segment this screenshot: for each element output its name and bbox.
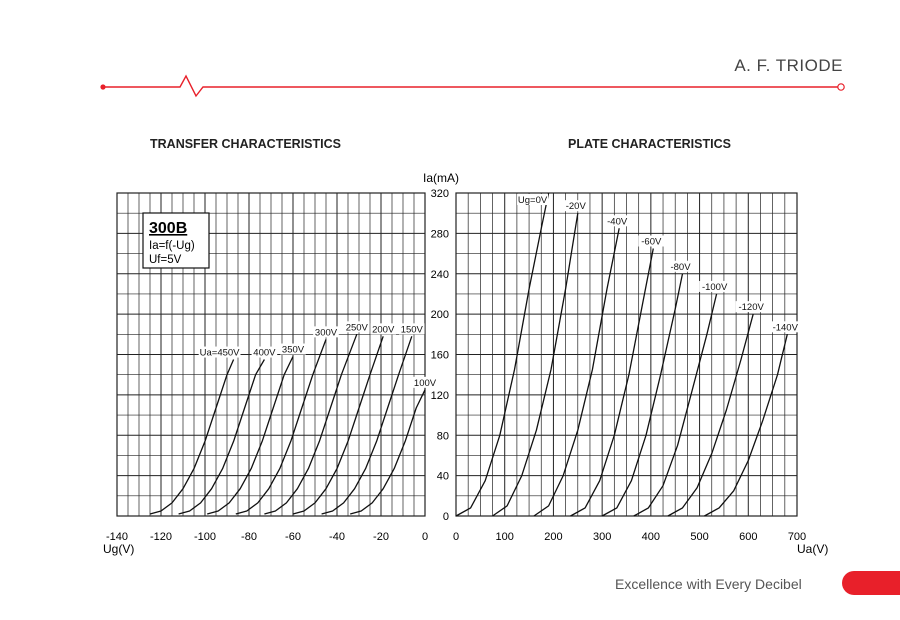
transfer-x-tick: -40 (329, 531, 345, 543)
axis-ticks: -140 -120 -100 -80 -60 -40 -20 0 0 100 200 300 400 50… (106, 188, 806, 543)
plate-curve-label-bg (699, 280, 731, 292)
plate-grid (455, 192, 798, 517)
plate-x-tick: 600 (739, 531, 757, 543)
plate-series-line (667, 313, 754, 517)
plate-x-tick: 100 (496, 531, 514, 543)
plate-series-line (633, 293, 718, 517)
transfer-curve-label-bg (251, 346, 278, 358)
legend-tube: 300B (149, 220, 187, 237)
transfer-grid (116, 192, 426, 517)
y-tick: 120 (431, 390, 449, 402)
plate-curve-label: -140V (773, 322, 799, 333)
transfer-curve-label-bg (412, 376, 438, 388)
plate-x-tick: 500 (690, 531, 708, 543)
transfer-x-tick: -20 (373, 531, 389, 543)
curve-labels: Ua=450V 400V 350V 300V 250V 200V 150V 100V Ug=0V… (198, 194, 801, 389)
transfer-x-tick: 0 (422, 531, 428, 543)
y-tick: 40 (437, 471, 449, 483)
plate-x-tick: 400 (642, 531, 660, 543)
transfer-series-line (178, 359, 265, 515)
transfer-curve-label: 200V (372, 324, 395, 335)
plate-series-line (533, 228, 620, 517)
transfer-curve-label-bg (344, 321, 370, 333)
transfer-series-line (149, 359, 235, 515)
plate-curve-label: -40V (607, 216, 628, 227)
transfer-x-tick: -60 (285, 531, 301, 543)
plate-x-tick: 700 (788, 531, 806, 543)
plate-curve-label-bg (562, 200, 589, 212)
plate-curve-label: -120V (738, 302, 764, 313)
transfer-curve-label-bg (280, 343, 306, 355)
left-x-axis-label: Ug(V) (103, 542, 134, 556)
transfer-x-tick: -100 (194, 531, 216, 543)
transfer-series-line (321, 336, 413, 515)
transfer-curve-label-bg (313, 326, 339, 338)
legend-line1: Ia=f(-Ug) (149, 240, 195, 252)
transfer-x-tick: -140 (106, 531, 128, 543)
plate-x-tick: 300 (593, 531, 611, 543)
transfer-curve-label-bg (399, 323, 425, 335)
transfer-curve-label: Ua=450V (200, 348, 241, 359)
plate-curve-label-bg (735, 301, 767, 313)
transfer-series-line (207, 356, 294, 515)
transfer-x-tick: -80 (241, 531, 257, 543)
plate-curve-label-bg (604, 215, 630, 227)
plate-curve-label: -20V (566, 201, 587, 212)
y-tick: 320 (431, 188, 449, 200)
transfer-x-tick: -120 (150, 531, 172, 543)
y-tick: 80 (437, 430, 449, 442)
plate-curve-label-bg (769, 321, 801, 333)
legend-box (142, 212, 210, 269)
y-tick: 280 (431, 228, 449, 240)
plate-chart-title: PLATE CHARACTERISTICS (568, 137, 731, 151)
plate-curve-label-bg (667, 260, 694, 272)
transfer-curve-label-bg (370, 323, 396, 335)
legend-line2: Uf=5V (149, 254, 182, 266)
transfer-series-line (292, 336, 384, 515)
y-tick: 200 (431, 309, 449, 321)
transfer-curve-label: 150V (401, 324, 424, 335)
y-tick: 0 (443, 511, 449, 523)
y-tick: 160 (431, 350, 449, 362)
divider-pulse-line (103, 74, 838, 98)
plate-series-line (704, 334, 788, 517)
plate-x-tick: 200 (544, 531, 562, 543)
transfer-curve-label: 250V (346, 322, 369, 333)
plate-curve-label: -100V (702, 282, 728, 293)
footer-tagline: Excellence with Every Decibel (615, 576, 802, 592)
transfer-curve-label: 350V (282, 345, 305, 356)
plate-x-tick: 0 (453, 531, 459, 543)
plate-curves (455, 192, 788, 517)
header-divider (100, 74, 845, 98)
transfer-chart-title: TRANSFER CHARACTERISTICS (150, 137, 341, 151)
plate-series-line (455, 192, 550, 517)
transfer-curve-label: 400V (253, 348, 276, 359)
transfer-series-line (264, 334, 358, 515)
brand-title: A. F. TRIODE (734, 56, 843, 75)
plate-curve-label-bg (517, 194, 549, 205)
plate-series-line (570, 248, 654, 517)
transfer-series-line (235, 339, 327, 515)
plate-curve-label: Ug=0V (518, 195, 548, 206)
transfer-curve-label: 100V (414, 378, 437, 389)
plate-series-line (492, 213, 579, 517)
transfer-series-line (350, 389, 426, 515)
plate-curve-label: -80V (670, 262, 691, 273)
right-x-axis-label: Ua(V) (797, 542, 828, 556)
divider-dot-right (837, 83, 845, 91)
y-axis-label: Ia(mA) (423, 171, 459, 185)
transfer-curve-label: 300V (315, 327, 338, 338)
plate-curve-label-bg (638, 235, 665, 247)
transfer-curves (149, 334, 426, 515)
plate-curve-label: -60V (641, 237, 662, 248)
transfer-curve-label-bg (198, 346, 241, 358)
plate-series-line (601, 273, 684, 517)
y-tick: 240 (431, 269, 449, 281)
footer-accent-pill (842, 571, 900, 595)
